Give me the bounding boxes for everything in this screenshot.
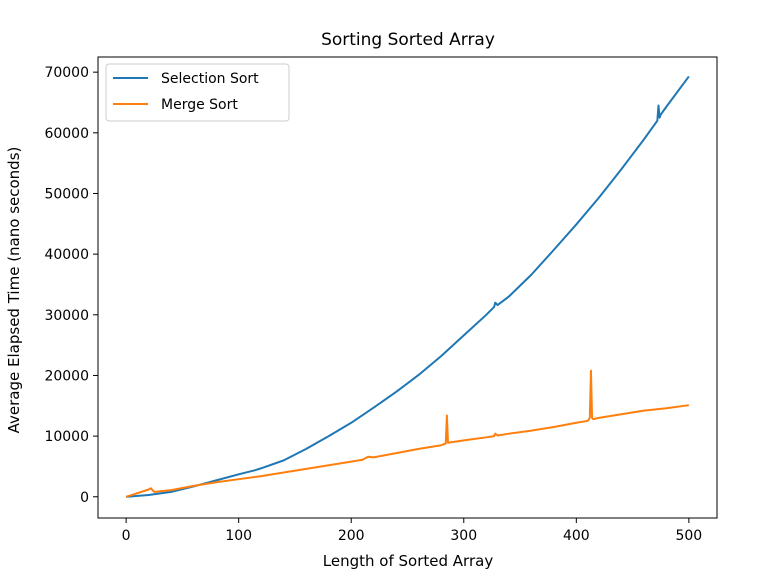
x-axis: 0 100 200 300 400 500 — [122, 518, 702, 544]
x-tick-label-4: 400 — [563, 528, 590, 544]
x-axis-label: Length of Sorted Array — [323, 552, 494, 570]
x-tick-label-2: 200 — [338, 528, 365, 544]
x-tick-label-5: 500 — [675, 528, 702, 544]
y-axis-label: Average Elapsed Time (nano seconds) — [5, 147, 23, 434]
legend-label-0: Selection Sort — [161, 71, 259, 87]
x-tick-label-0: 0 — [122, 528, 131, 544]
legend: Selection Sort Merge Sort — [105, 63, 290, 122]
y-tick-label-0: 0 — [80, 490, 89, 506]
legend-box — [105, 63, 290, 122]
legend-label-1: Merge Sort — [161, 97, 238, 113]
y-axis: 0 10000 20000 30000 40000 50000 60000 70000 — [44, 65, 98, 506]
y-tick-label-6: 60000 — [44, 126, 89, 142]
y-tick-label-1: 10000 — [44, 429, 89, 445]
series-line-merge-sort — [125, 369, 689, 498]
x-tick-label-3: 300 — [450, 528, 477, 544]
chart-title: Sorting Sorted Array — [321, 30, 495, 50]
y-tick-label-4: 40000 — [44, 247, 89, 263]
y-tick-label-5: 50000 — [44, 186, 89, 202]
y-tick-label-7: 70000 — [44, 65, 89, 81]
y-tick-label-2: 20000 — [44, 368, 89, 384]
y-tick-label-3: 30000 — [44, 308, 89, 324]
x-tick-label-1: 100 — [225, 528, 252, 544]
axes-frame — [97, 56, 718, 519]
series-line-selection-sort — [126, 75, 690, 498]
